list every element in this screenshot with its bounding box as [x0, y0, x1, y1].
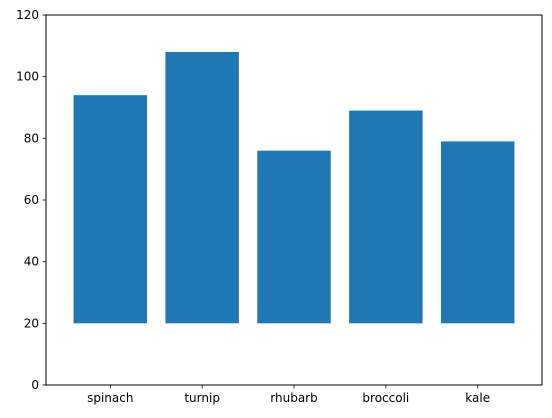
bar-kale	[440, 141, 515, 324]
y-tick-label: 40	[24, 255, 39, 269]
bar-broccoli	[349, 110, 423, 324]
y-axis: 0 20 40 60 80 100 120	[16, 8, 46, 392]
y-tick-label: 80	[24, 131, 39, 145]
bar-rhubarb	[257, 150, 331, 324]
bars-group	[73, 52, 515, 324]
bar-turnip	[165, 52, 239, 324]
x-tick-label-kale: kale	[465, 391, 490, 405]
plot-frame	[45, 14, 543, 386]
x-tick-label-spinach: spinach	[87, 391, 133, 405]
y-tick-label: 100	[16, 70, 39, 84]
y-tick-label: 0	[31, 378, 39, 392]
y-tick-label: 60	[24, 193, 39, 207]
x-tick-label-turnip: turnip	[184, 391, 220, 405]
y-tick-label: 20	[24, 316, 39, 330]
x-axis: spinach turnip rhubarb broccoli kale	[87, 385, 490, 405]
bar-spinach	[73, 95, 148, 324]
y-tick-label: 120	[16, 8, 39, 22]
x-tick-label-rhubarb: rhubarb	[270, 391, 317, 405]
x-tick-label-broccoli: broccoli	[362, 391, 409, 405]
